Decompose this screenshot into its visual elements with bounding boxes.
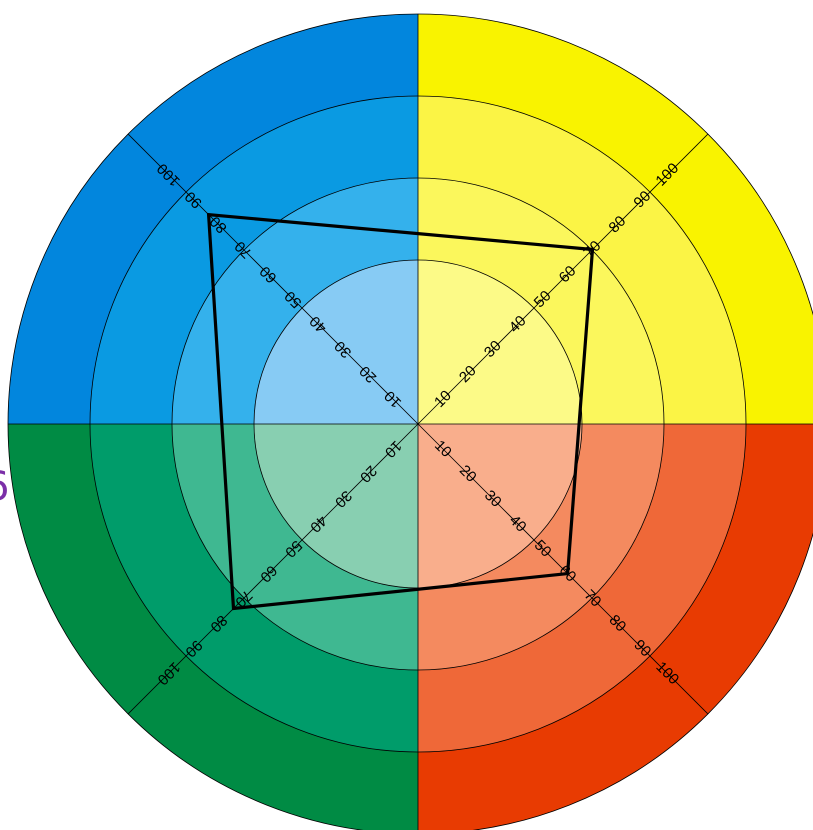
data-polygon — [206, 212, 595, 611]
axis-line-top-right — [417, 133, 709, 425]
axis-line-bottom-right — [417, 423, 709, 715]
axis-line-top-left — [127, 133, 419, 425]
quadrant-fills — [8, 14, 813, 830]
axis-lines — [8, 14, 813, 830]
edge-glyph: 6 — [0, 464, 9, 510]
axis-line-bottom-left — [127, 423, 419, 715]
